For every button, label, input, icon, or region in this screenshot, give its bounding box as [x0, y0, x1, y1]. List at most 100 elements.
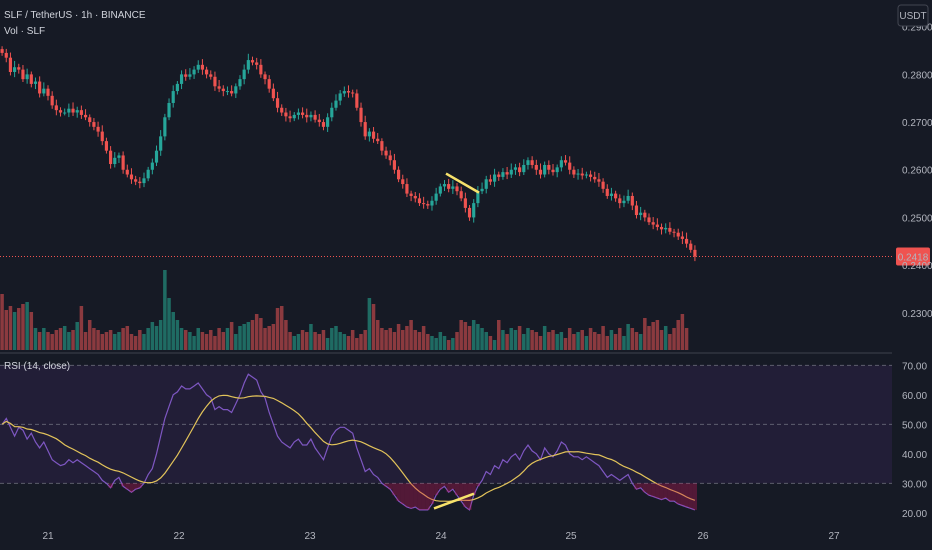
- volume-bar: [643, 318, 647, 350]
- candle-body: [75, 110, 79, 113]
- volume-bar: [375, 320, 380, 350]
- volume-bar: [163, 270, 167, 350]
- volume-bar: [196, 328, 201, 350]
- candle-body: [104, 141, 109, 151]
- volume-bar: [321, 330, 326, 350]
- candle-body: [380, 141, 384, 151]
- volume-bar: [225, 328, 230, 350]
- price-tick-label: 0.2900: [902, 23, 932, 34]
- trendline-annotations: [433, 172, 480, 510]
- candle-body: [367, 131, 371, 137]
- axes: 0.2900 0.2800 0.2700 0.2600 0.2500 0.2400 0.23…: [42, 23, 932, 542]
- last-price-badge: [896, 247, 930, 266]
- candle-body: [230, 91, 234, 94]
- volume-bar: [618, 328, 622, 350]
- candle-body: [684, 238, 689, 244]
- date-tick-label: 23: [304, 531, 316, 542]
- rsi-legend[interactable]: RSI (14, close): [4, 361, 70, 372]
- volume-bar: [584, 336, 589, 350]
- candle-body: [547, 164, 551, 170]
- candle-body: [438, 186, 442, 194]
- candle-body: [255, 62, 259, 65]
- volume-bar: [396, 324, 401, 350]
- candle-body: [384, 150, 388, 156]
- volume-bar: [509, 328, 514, 350]
- volume-bar: [672, 328, 676, 350]
- candle-body: [388, 155, 392, 161]
- volume-bar: [75, 322, 79, 350]
- volume-bar: [630, 328, 635, 350]
- candle-body: [497, 174, 501, 177]
- volume-bar: [87, 320, 92, 350]
- candle-body: [463, 198, 467, 208]
- candle-body: [100, 131, 104, 142]
- volume-bar: [567, 328, 572, 350]
- candle-body: [559, 160, 563, 168]
- volume-bar: [275, 308, 280, 350]
- volume-bar: [580, 330, 584, 350]
- volume-bar: [234, 334, 238, 350]
- volume-bar: [467, 326, 472, 350]
- volume-bar: [296, 334, 301, 350]
- currency-badge[interactable]: [897, 4, 929, 27]
- candle-body: [371, 131, 376, 139]
- candle-body: [518, 167, 522, 173]
- volume-bar: [325, 338, 330, 350]
- candle-body: [58, 110, 63, 113]
- volume-bar: [526, 328, 530, 350]
- candle-body: [33, 81, 38, 84]
- candle-body: [534, 164, 538, 170]
- volume-bar: [104, 332, 109, 350]
- candle-body: [238, 79, 242, 87]
- candle-body: [138, 181, 142, 184]
- volume-bars: [0, 270, 689, 350]
- volume-legend[interactable]: Vol · SLF: [4, 26, 45, 37]
- symbol-legend[interactable]: SLF / TetherUS · 1h · BINANCE: [4, 10, 146, 21]
- volume-bar: [117, 332, 121, 350]
- volume-bar: [259, 318, 263, 350]
- volume-bar: [154, 326, 159, 350]
- volume-bar: [463, 322, 468, 350]
- volume-bar: [96, 330, 100, 350]
- volume-bar: [213, 336, 217, 350]
- volume-bar: [513, 330, 518, 350]
- candle-body: [246, 60, 250, 70]
- volume-bar: [592, 332, 597, 350]
- volume-bar: [83, 332, 88, 350]
- candle-body: [121, 155, 125, 170]
- candle-body: [259, 64, 263, 75]
- candle-body: [451, 186, 455, 189]
- volume-bar: [200, 332, 205, 350]
- candle-body: [480, 188, 484, 192]
- volume-bar: [363, 330, 367, 350]
- volume-bar: [271, 324, 276, 350]
- volume-bar: [647, 326, 651, 350]
- volume-bar: [442, 336, 447, 350]
- candle-body: [113, 157, 117, 165]
- candle-body: [221, 88, 225, 92]
- volume-bar: [676, 320, 680, 350]
- volume-bar: [179, 328, 184, 350]
- volume-bar: [417, 332, 422, 350]
- candle-body: [359, 107, 363, 123]
- candle-body: [326, 117, 330, 127]
- volume-bar: [229, 322, 234, 350]
- volume-bar: [488, 336, 493, 350]
- candle-body: [205, 69, 209, 75]
- volume-bar: [421, 326, 426, 350]
- candle-body: [639, 212, 643, 216]
- rsi-line: [1, 373, 696, 511]
- rsi-tick-label: 60.00: [902, 391, 927, 402]
- volume-bar: [25, 302, 29, 350]
- volume-bar: [246, 322, 251, 350]
- volume-bar: [405, 326, 409, 350]
- candle-body: [125, 169, 129, 175]
- candle-body: [355, 93, 359, 108]
- candle-body: [88, 117, 92, 123]
- candle-body: [396, 169, 401, 180]
- candle-body: [634, 205, 639, 216]
- candle-body: [376, 138, 380, 142]
- candle-body: [321, 122, 326, 127]
